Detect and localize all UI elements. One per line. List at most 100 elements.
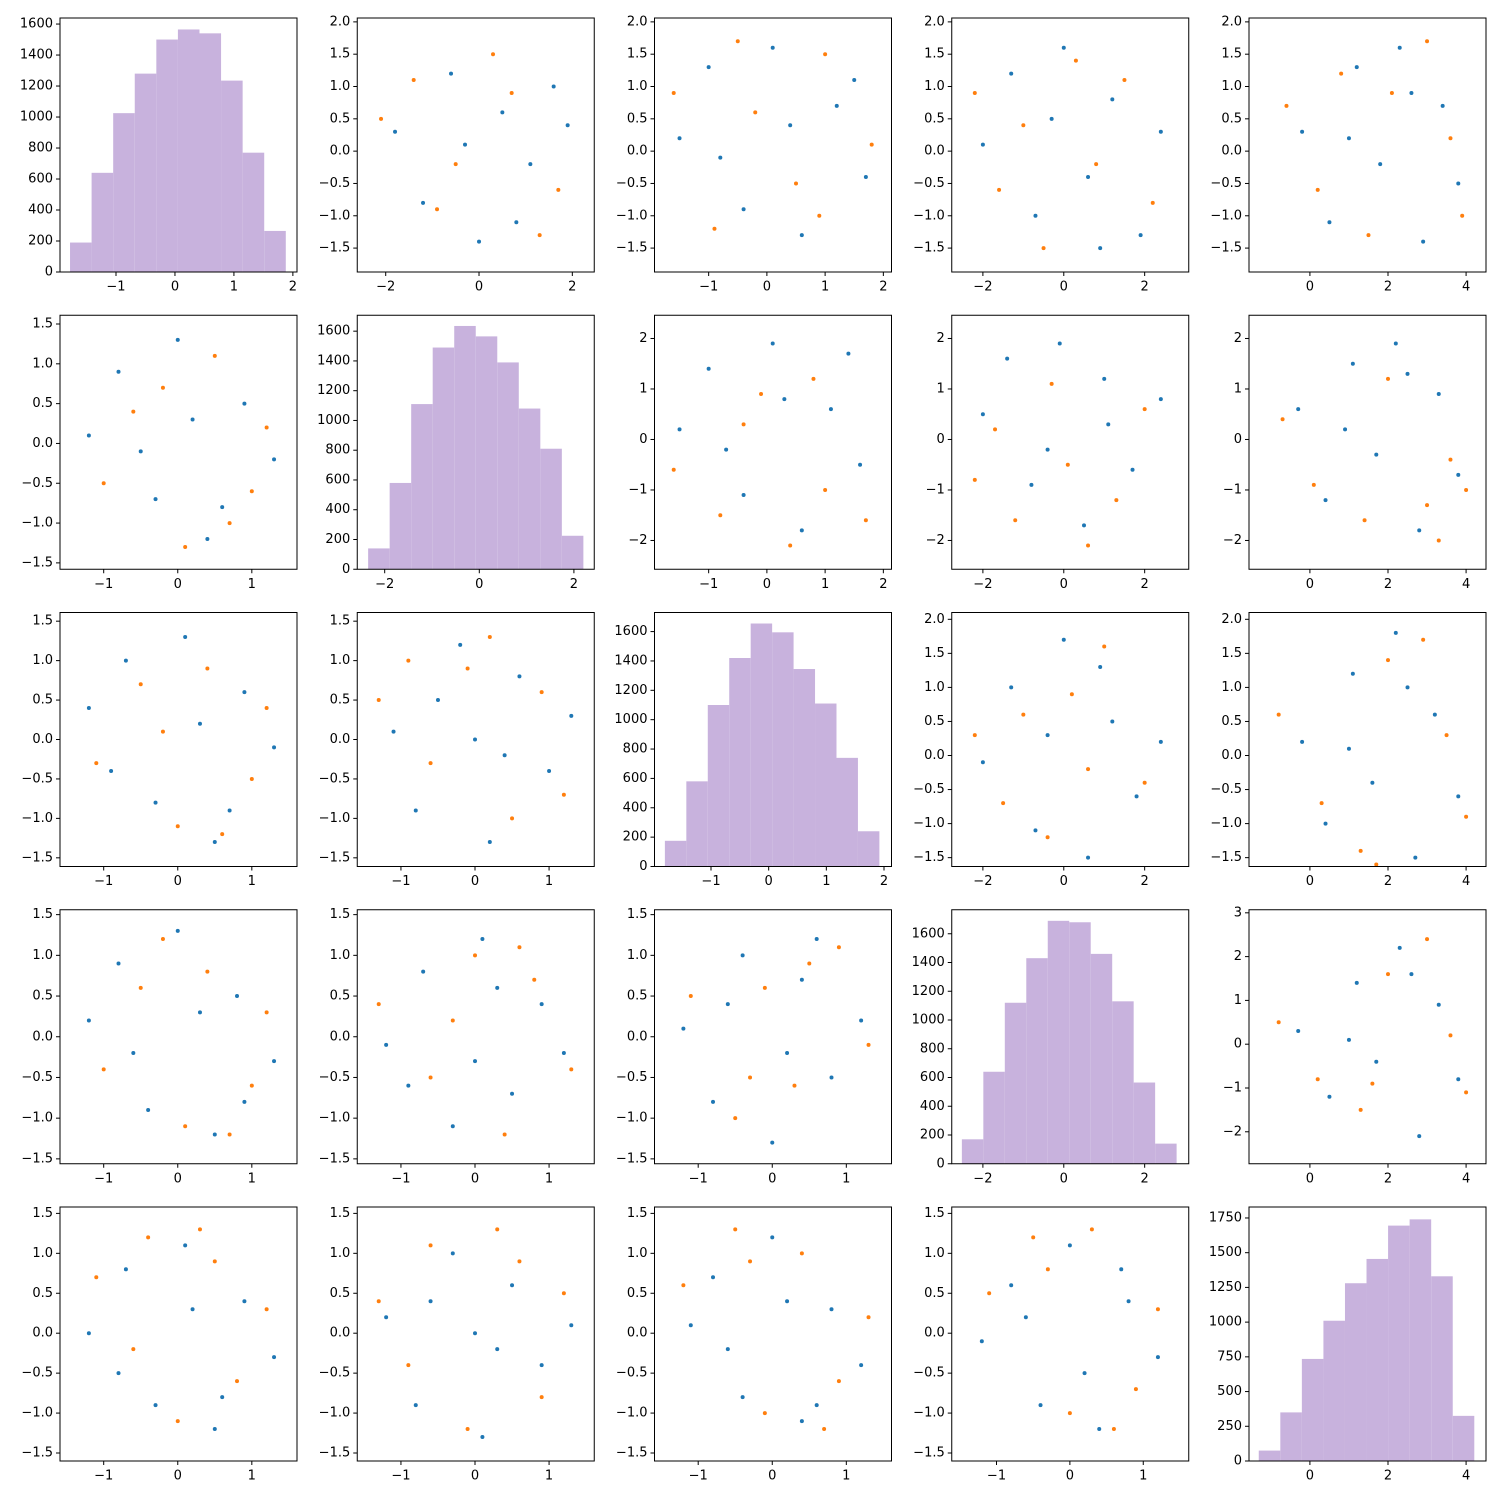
- x-tick-label: 1: [821, 280, 829, 295]
- x-tick-label: −2: [375, 577, 394, 592]
- y-tick-label: 1000: [614, 712, 647, 727]
- y-tick-label: 1.5: [627, 1206, 648, 1221]
- scatter-point: [1138, 233, 1143, 238]
- scatter-point: [972, 733, 977, 738]
- scatter-point: [146, 1108, 151, 1113]
- scatter-point: [1110, 97, 1115, 102]
- x-tick-label: −1: [391, 1171, 410, 1186]
- x-tick-label: −1: [699, 577, 718, 592]
- y-tick-label: 1.0: [32, 356, 53, 371]
- scatter-point: [852, 78, 857, 83]
- scatter-point: [517, 945, 522, 950]
- histogram-bar: [750, 623, 773, 867]
- y-tick-label: −1: [926, 482, 945, 497]
- y-tick-label: 600: [325, 472, 350, 487]
- scatter-point: [1142, 780, 1147, 785]
- histogram-bar: [1366, 1258, 1389, 1461]
- scatter-point: [272, 1059, 277, 1064]
- scatter-point: [822, 1427, 827, 1432]
- scatter-point: [428, 761, 433, 766]
- y-tick-label: 2.0: [1221, 612, 1242, 627]
- scatter-point: [175, 928, 180, 933]
- histogram-bar: [454, 325, 476, 570]
- scatter-point: [1082, 523, 1087, 528]
- scatter-point: [1045, 733, 1050, 738]
- y-tick-label: 0.5: [330, 989, 351, 1004]
- scatter-point: [1346, 746, 1351, 751]
- x-tick-label: 2: [1384, 1171, 1392, 1186]
- y-tick-label: 0.0: [1221, 748, 1242, 763]
- histogram-bar: [264, 230, 286, 272]
- y-tick-label: 1.0: [330, 948, 351, 963]
- y-tick-label: −1.5: [1210, 850, 1242, 865]
- axes-frame: [1248, 909, 1487, 1165]
- x-tick-label: −1: [94, 1469, 113, 1484]
- scatter-point: [205, 969, 210, 974]
- x-tick-label: 0: [1060, 577, 1068, 592]
- scatter-point: [1276, 712, 1281, 717]
- y-tick-label: 0.5: [924, 714, 945, 729]
- x-tick-label: 2: [570, 577, 578, 592]
- scatter-point: [753, 110, 758, 115]
- y-tick-label: −1.0: [616, 1111, 648, 1126]
- x-tick-label: 2: [879, 280, 887, 295]
- scatter-point: [376, 1299, 381, 1304]
- scatter-point: [487, 634, 492, 639]
- y-tick-label: 2.0: [627, 14, 648, 29]
- y-tick-label: 0.5: [32, 989, 53, 1004]
- scatter-point: [799, 1419, 804, 1424]
- axes-frame: [1248, 1206, 1487, 1462]
- scatter-point: [569, 1067, 574, 1072]
- x-tick-label: 1: [822, 874, 830, 889]
- scatter-point: [227, 808, 232, 813]
- x-tick-label: −1: [987, 1469, 1006, 1484]
- scatter-point: [153, 800, 158, 805]
- y-tick-label: 0.0: [330, 1029, 351, 1044]
- y-tick-label: 1.0: [627, 79, 648, 94]
- axes-frame: [356, 17, 595, 273]
- scatter-point: [227, 1132, 232, 1137]
- scatter-point: [1280, 417, 1285, 422]
- scatter-point: [539, 1363, 544, 1368]
- histogram-bar: [707, 704, 730, 867]
- scatter-point: [829, 1307, 834, 1312]
- scatter-point: [1133, 1387, 1138, 1392]
- scatter-point: [453, 162, 458, 167]
- y-tick-label: −1.0: [21, 811, 53, 826]
- y-tick-label: 1500: [1209, 1245, 1242, 1260]
- scatter-point: [1033, 213, 1038, 218]
- scatter-point: [735, 39, 740, 44]
- scatter-point: [1346, 1037, 1351, 1042]
- x-tick-label: −2: [973, 280, 992, 295]
- scatter-point: [510, 1091, 515, 1096]
- y-tick-label: 2.0: [924, 612, 945, 627]
- scatter-point: [1041, 246, 1046, 251]
- histogram-bar: [1155, 1143, 1177, 1164]
- scatter-point: [799, 1251, 804, 1256]
- scatter-point: [1094, 162, 1099, 167]
- x-tick-label: 4: [1462, 280, 1470, 295]
- y-tick-label: 1.0: [32, 1246, 53, 1261]
- scatter-point: [1389, 90, 1394, 95]
- x-tick-label: 4: [1462, 874, 1470, 889]
- y-tick-label: 1: [936, 381, 944, 396]
- scatter-point: [1421, 637, 1426, 642]
- y-tick-label: 0: [342, 562, 350, 577]
- y-tick-label: −1.0: [616, 208, 648, 223]
- scatter-point: [175, 824, 180, 829]
- scatter-point: [711, 1275, 716, 1280]
- y-tick-label: 1.5: [1221, 646, 1242, 661]
- scatter-point: [220, 1395, 225, 1400]
- scatter-point: [785, 1051, 790, 1056]
- scatter-point: [1354, 65, 1359, 70]
- scatter-point: [706, 65, 711, 70]
- scatter-point: [759, 392, 764, 397]
- y-tick-label: −1.5: [616, 241, 648, 256]
- y-tick-label: 1200: [614, 683, 647, 698]
- scatter-point: [539, 1395, 544, 1400]
- scatter-point: [1086, 855, 1091, 860]
- scatter-point: [1102, 644, 1107, 649]
- histogram-bar: [1431, 1276, 1453, 1461]
- scatter-point: [86, 1018, 91, 1023]
- scatter-point: [1425, 937, 1430, 942]
